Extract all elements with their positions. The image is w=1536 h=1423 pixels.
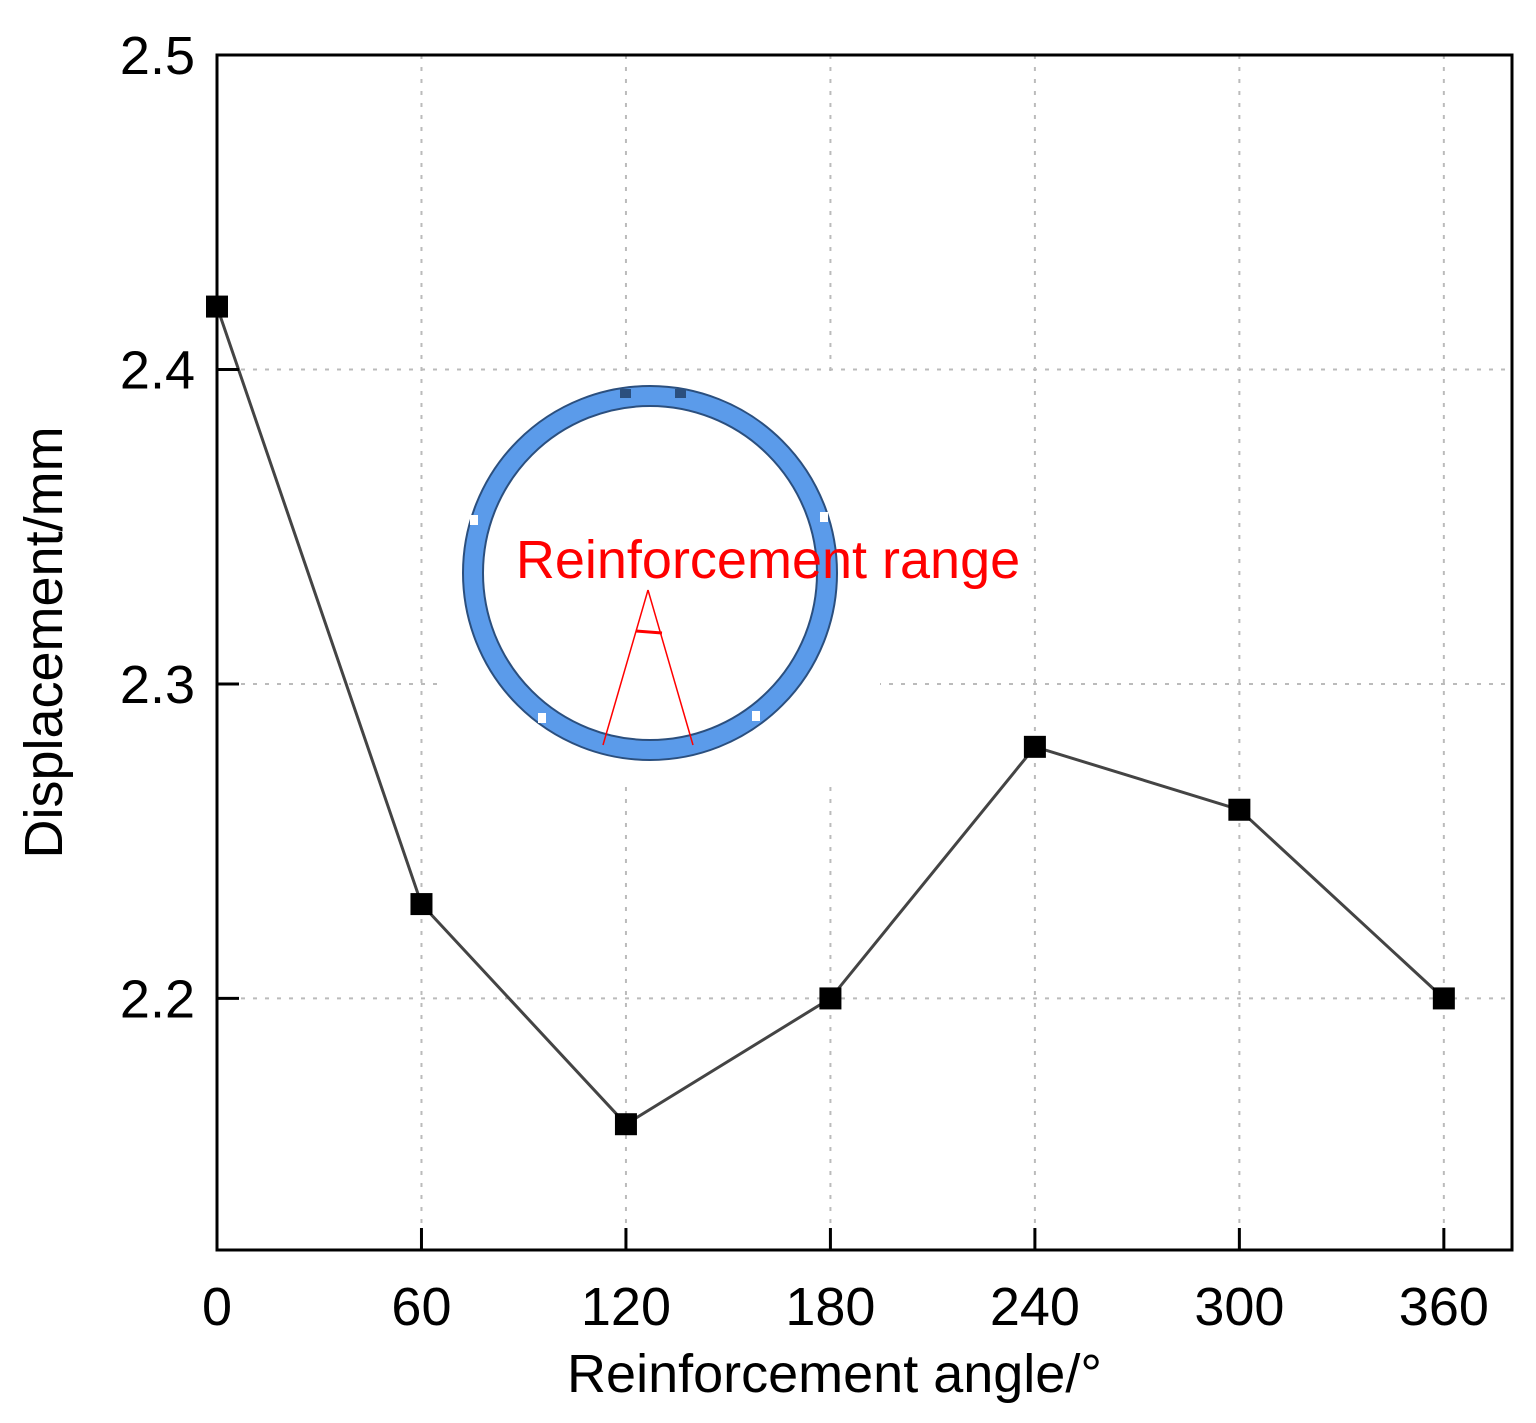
ring-notch: [752, 711, 760, 721]
data-point-marker: [819, 987, 842, 1010]
data-point-marker: [1023, 735, 1046, 758]
data-point-marker: [1228, 798, 1251, 821]
x-axis-title: Reinforcement angle/°: [567, 1344, 1102, 1404]
tick-labels: 0 60 120 180 240 300 360 2.2 2.3 2.4 2.5: [120, 26, 1489, 1337]
y-axis-title: Displacement/mm: [14, 426, 74, 858]
plot-frame: [215, 53, 1514, 1252]
y-tick-label: 2.2: [120, 969, 195, 1029]
ring-notch: [675, 389, 686, 398]
ring-notch: [470, 515, 478, 525]
x-tick-label: 60: [391, 1277, 451, 1337]
data-point-marker: [614, 1113, 637, 1136]
y-tick-label: 2.5: [120, 26, 195, 86]
inset-annotation: Reinforcement range: [516, 530, 1020, 590]
ring-notch: [620, 389, 631, 398]
range-line-right: [647, 589, 694, 746]
x-tick-label: 300: [1194, 1277, 1284, 1337]
ring-notch: [538, 713, 546, 723]
data-point-marker: [1432, 987, 1455, 1010]
reinforcement-range-indicator: [602, 589, 694, 746]
ticks: [215, 53, 1446, 1250]
range-line-left: [602, 589, 649, 746]
y-tick-label: 2.3: [120, 655, 195, 715]
data-point-marker: [410, 893, 433, 916]
x-tick-label: 180: [785, 1277, 875, 1337]
ring-notch: [820, 512, 828, 522]
inset-ring-diagram: Reinforcement range: [440, 372, 1020, 782]
markers: [206, 295, 1455, 1136]
x-tick-label: 360: [1399, 1277, 1489, 1337]
inset-background: [440, 372, 880, 782]
ring-body: [464, 387, 836, 759]
y-tick-label: 2.4: [120, 340, 195, 400]
ring-notches: [470, 389, 828, 723]
x-tick-label: 0: [202, 1277, 232, 1337]
x-tick-label: 240: [990, 1277, 1080, 1337]
x-tick-label: 120: [581, 1277, 671, 1337]
range-arc: [635, 629, 663, 635]
